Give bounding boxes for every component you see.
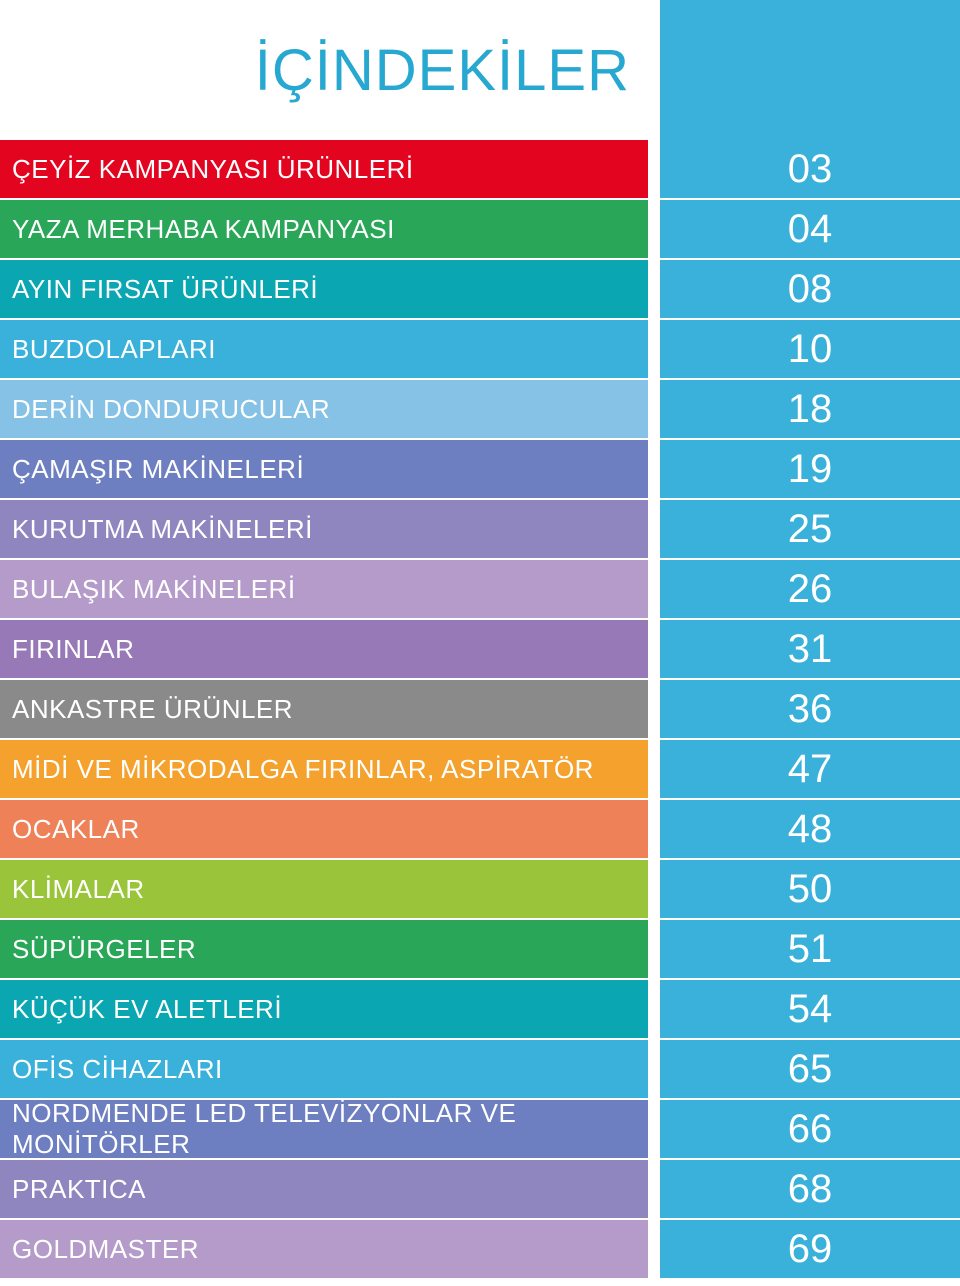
toc-row-gap <box>648 560 660 618</box>
toc-row-gap <box>648 800 660 858</box>
toc-row-label: OCAKLAR <box>0 800 648 858</box>
toc-row-gap <box>648 1160 660 1218</box>
toc-row-label: MİDİ VE MİKRODALGA FIRINLAR, ASPİRATÖR <box>0 740 648 798</box>
toc-row-gap <box>648 1100 660 1158</box>
toc-row-page: 31 <box>660 620 960 678</box>
toc-rows: ÇEYİZ KAMPANYASI ÜRÜNLERİ03YAZA MERHABA … <box>0 140 960 1280</box>
toc-row-label: SÜPÜRGELER <box>0 920 648 978</box>
toc-row-gap <box>648 680 660 738</box>
toc-row-gap <box>648 440 660 498</box>
toc-row-page: 36 <box>660 680 960 738</box>
toc-row-gap <box>648 980 660 1038</box>
toc-row: AYIN FIRSAT ÜRÜNLERİ08 <box>0 260 960 318</box>
toc-row: PRAKTICA68 <box>0 1160 960 1218</box>
toc-row-gap <box>648 200 660 258</box>
toc-row: KLİMALAR50 <box>0 860 960 918</box>
toc-row: MİDİ VE MİKRODALGA FIRINLAR, ASPİRATÖR47 <box>0 740 960 798</box>
toc-row-label: OFİS CİHAZLARI <box>0 1040 648 1098</box>
toc-row-label: DERİN DONDURUCULAR <box>0 380 648 438</box>
toc-row-label: BUZDOLAPLARI <box>0 320 648 378</box>
toc-row-page: 50 <box>660 860 960 918</box>
toc-row: ÇAMAŞIR MAKİNELERİ19 <box>0 440 960 498</box>
toc-row-page: 08 <box>660 260 960 318</box>
toc-row-page: 04 <box>660 200 960 258</box>
toc-row: ÇEYİZ KAMPANYASI ÜRÜNLERİ03 <box>0 140 960 198</box>
toc-row-label: BULAŞIK MAKİNELERİ <box>0 560 648 618</box>
toc-row-label: PRAKTICA <box>0 1160 648 1218</box>
toc-row: KURUTMA MAKİNELERİ25 <box>0 500 960 558</box>
toc-row-page: 48 <box>660 800 960 858</box>
toc-row-label: GOLDMASTER <box>0 1220 648 1278</box>
toc-row-gap <box>648 920 660 978</box>
toc-row-page: 65 <box>660 1040 960 1098</box>
toc-row: YAZA MERHABA KAMPANYASI04 <box>0 200 960 258</box>
toc-row-gap <box>648 140 660 198</box>
toc-row-label: KÜÇÜK EV ALETLERİ <box>0 980 648 1038</box>
toc-row: BUZDOLAPLARI10 <box>0 320 960 378</box>
toc-row-label: KURUTMA MAKİNELERİ <box>0 500 648 558</box>
toc-row-label: NORDMENDE LED TELEVİZYONLAR VE MONİTÖRLE… <box>0 1100 648 1158</box>
toc-row-label: ÇEYİZ KAMPANYASI ÜRÜNLERİ <box>0 140 648 198</box>
toc-row-gap <box>648 620 660 678</box>
toc-row: BULAŞIK MAKİNELERİ26 <box>0 560 960 618</box>
toc-row-gap <box>648 1040 660 1098</box>
toc-row-gap <box>648 740 660 798</box>
toc-row-page: 25 <box>660 500 960 558</box>
toc-row: FIRINLAR31 <box>0 620 960 678</box>
toc-row-page: 68 <box>660 1160 960 1218</box>
toc-row-page: 19 <box>660 440 960 498</box>
header-color-band <box>660 0 960 140</box>
toc-row-page: 26 <box>660 560 960 618</box>
toc-row-page: 10 <box>660 320 960 378</box>
toc-row-gap <box>648 260 660 318</box>
toc-row-label: FIRINLAR <box>0 620 648 678</box>
toc-row-gap <box>648 500 660 558</box>
title-area: İÇİNDEKİLER <box>0 0 660 140</box>
toc-row: ANKASTRE ÜRÜNLER36 <box>0 680 960 738</box>
toc-row-gap <box>648 860 660 918</box>
toc-row: DERİN DONDURUCULAR18 <box>0 380 960 438</box>
toc-row-page: 03 <box>660 140 960 198</box>
toc-row: NORDMENDE LED TELEVİZYONLAR VE MONİTÖRLE… <box>0 1100 960 1158</box>
toc-row: OCAKLAR48 <box>0 800 960 858</box>
toc-row-page: 66 <box>660 1100 960 1158</box>
toc-row-label: KLİMALAR <box>0 860 648 918</box>
toc-row-page: 47 <box>660 740 960 798</box>
toc-row-page: 18 <box>660 380 960 438</box>
toc-row-page: 51 <box>660 920 960 978</box>
toc-row: KÜÇÜK EV ALETLERİ54 <box>0 980 960 1038</box>
toc-row: GOLDMASTER69 <box>0 1220 960 1278</box>
toc-row-gap <box>648 320 660 378</box>
toc-row-label: ANKASTRE ÜRÜNLER <box>0 680 648 738</box>
toc-row: SÜPÜRGELER51 <box>0 920 960 978</box>
toc-row-gap <box>648 380 660 438</box>
toc-row-gap <box>648 1220 660 1278</box>
toc-row-label: YAZA MERHABA KAMPANYASI <box>0 200 648 258</box>
toc-row-page: 54 <box>660 980 960 1038</box>
toc-row: OFİS CİHAZLARI65 <box>0 1040 960 1098</box>
toc-row-page: 69 <box>660 1220 960 1278</box>
toc-row-label: ÇAMAŞIR MAKİNELERİ <box>0 440 648 498</box>
page-title: İÇİNDEKİLER <box>255 37 630 104</box>
toc-row-label: AYIN FIRSAT ÜRÜNLERİ <box>0 260 648 318</box>
